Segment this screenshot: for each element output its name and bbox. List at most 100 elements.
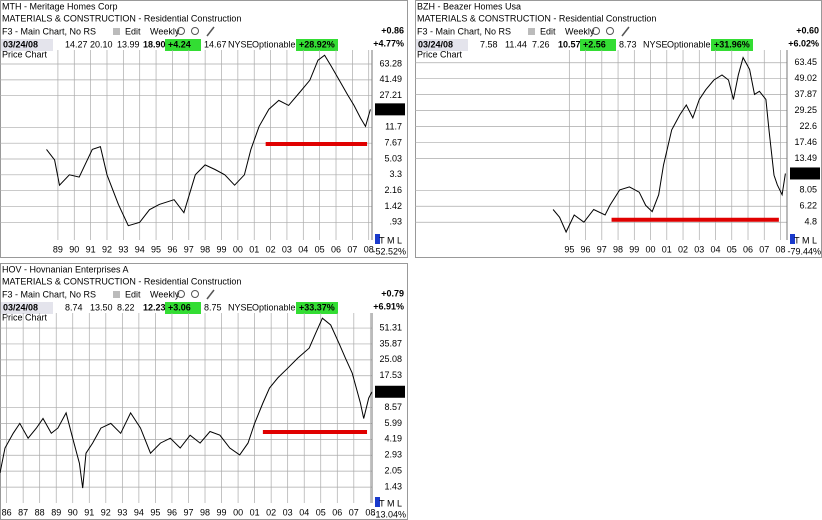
draw-icon [206,289,215,300]
open: 8.74 [65,302,83,312]
x-tick-label: 99 [217,507,227,517]
optionable: Optionable [252,302,296,312]
x-tick-label: 02 [678,244,688,254]
x-tick-label: 96 [167,244,177,254]
x-tick-label: 98 [613,244,623,254]
x-tick-label: 04 [299,507,309,517]
x-tick-label: 95 [151,244,161,254]
optionable: Optionable [667,39,711,49]
x-tick-label: 01 [250,507,260,517]
y-tick-label: 37.87 [794,89,817,99]
x-tick-label: 07 [349,507,359,517]
change-bg [165,39,201,51]
high: 20.10 [90,39,113,49]
x-tick-label: 05 [316,507,326,517]
scale-icon [790,234,795,244]
optionable: Optionable [252,39,296,49]
y-tick-label: 25.08 [379,354,402,364]
x-tick-label: 08 [775,244,785,254]
y-tick-label: 6.22 [799,201,817,211]
tml: T M L [379,498,402,508]
y-tick-label: 63.28 [379,58,402,68]
draw-icon [621,26,630,37]
x-tick-label: 95 [564,244,574,254]
edit: Edit [540,26,556,36]
low: 13.99 [117,39,140,49]
x-tick-label: 90 [68,507,78,517]
chart-panel: HOV - Hovnanian Enterprises A MATERIALS &… [0,263,408,520]
change: +2.56 [583,39,606,49]
x-tick-label: 98 [200,244,210,254]
x-tick-label: 92 [101,507,111,517]
x-tick-label: 93 [117,507,127,517]
date-bg [416,39,468,51]
change: +3.06 [168,302,191,312]
close: 18.90 [143,39,166,49]
rel-change-bg [296,302,338,314]
x-tick-label: 01 [249,244,259,254]
x-tick-label: 08 [365,507,375,517]
chart-label: F3 - Main Chart, No RS [2,289,96,299]
exchange: NYSE [228,39,253,49]
change-bg [580,39,616,51]
tml: T M L [794,235,817,245]
menu-icon [528,28,535,35]
x-tick-label: 07 [347,244,357,254]
period: Weekly [565,26,595,36]
x-tick-label: 91 [86,244,96,254]
x-tick-label: 03 [283,507,293,517]
rel-change-bg [296,39,338,51]
tml: T M L [379,235,402,245]
subtitle: MATERIALS & CONSTRUCTION - Residential C… [2,13,241,23]
y-tick-label: 17.53 [379,370,402,380]
y-tick-label: 1.42 [384,201,402,211]
section-label: Price Chart [2,49,48,59]
chart-label: F3 - Main Chart, No RS [2,26,96,36]
close: 10.57 [558,39,581,49]
y-tick-label: 4.19 [384,434,402,444]
day-change-pct: +6.02% [788,38,819,48]
date-bg [1,302,53,314]
x-tick-label: 86 [2,507,12,517]
title: BZH - Beazer Homes Usa [417,1,521,11]
x-tick-label: 89 [51,507,61,517]
zoom-out-icon [191,290,199,298]
volume: 14.67 [204,39,227,49]
x-tick-label: 91 [84,507,94,517]
open: 7.58 [480,39,498,49]
date-bg [1,39,53,51]
day-change: +0.86 [381,25,404,35]
x-tick-label: 02 [266,507,276,517]
x-tick-label: 02 [266,244,276,254]
period-change: -52.52% [372,246,406,256]
x-tick-label: 99 [629,244,639,254]
last-price-bg [375,103,405,116]
volume: 8.75 [204,302,222,312]
y-tick-label: 51.31 [379,322,402,332]
day-change-pct: +4.77% [373,38,404,48]
scale-icon [375,497,380,507]
last-price-bg [375,385,405,398]
rel-change: +33.37% [299,302,335,312]
rel-change-bg [711,39,753,51]
y-tick-label: 13.49 [794,153,817,163]
low: 7.26 [532,39,550,49]
y-tick-label: 4.8 [804,217,817,227]
title: MTH - Meritage Homes Corp [2,1,118,11]
x-tick-label: 01 [662,244,672,254]
x-tick-label: 98 [200,507,210,517]
volume: 8.73 [619,39,637,49]
x-tick-label: 08 [364,244,374,254]
date: 03/24/08 [3,39,38,49]
close: 12.23 [143,302,166,312]
x-tick-label: 87 [18,507,28,517]
exchange: NYSE [643,39,668,49]
title: HOV - Hovnanian Enterprises A [2,264,129,274]
day-change: +0.60 [796,25,819,35]
x-tick-label: 89 [53,244,63,254]
price-line [552,56,786,234]
y-tick-label: 35.87 [379,338,402,348]
x-tick-label: 97 [184,244,194,254]
period-change: -13.04% [372,509,406,519]
